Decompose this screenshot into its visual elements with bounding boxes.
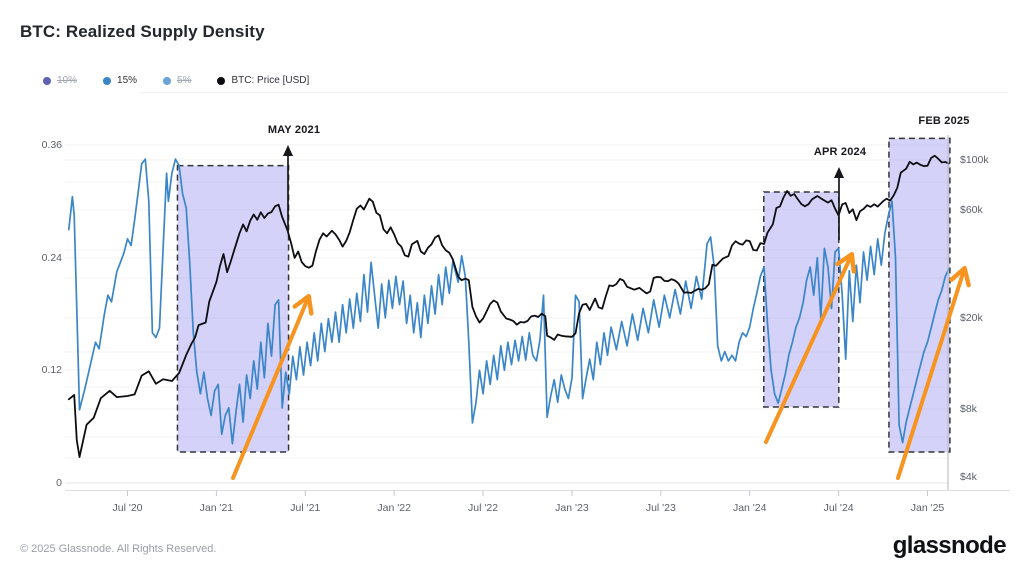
y-axis-tick-right: $8k xyxy=(960,402,977,415)
y-axis-tick-right: $100k xyxy=(960,154,989,166)
legend-item-10pct[interactable]: 10% xyxy=(43,75,77,86)
glassnode-logo: glassnode xyxy=(892,532,1007,559)
x-axis-tick: Jan '25 xyxy=(910,502,945,514)
legend-dot-10pct-icon xyxy=(43,76,51,85)
annotation-label-feb-2025: FEB 2025 xyxy=(918,115,970,127)
legend-item-15pct[interactable]: 15% xyxy=(103,75,137,86)
x-axis-tick: Jan '21 xyxy=(199,502,234,514)
legend-label-btc-price: BTC: Price [USD] xyxy=(231,75,310,86)
y-axis-tick-right: $4k xyxy=(960,470,977,483)
y-axis-tick-right: $20k xyxy=(960,312,983,325)
x-axis-tick: Jan '22 xyxy=(377,502,411,514)
y-axis-tick-left: 0 xyxy=(56,477,62,489)
trend-arrow-icon xyxy=(764,251,856,444)
series-line-15- xyxy=(67,158,950,445)
legend-item-5pct[interactable]: 5% xyxy=(163,75,191,86)
legend-item-btc-price[interactable]: BTC: Price [USD] xyxy=(217,75,309,86)
series-line-btc-price-usd- xyxy=(67,154,950,458)
legend-label-15pct: 15% xyxy=(117,75,138,86)
page-title: BTC: Realized Supply Density xyxy=(20,22,265,41)
y-axis-tick-left: 0.12 xyxy=(41,364,62,377)
x-axis-tick: Jul '22 xyxy=(468,502,499,514)
chart-legend: 10% 15% 5% BTC: Price [USD] xyxy=(43,75,309,86)
legend-separator xyxy=(140,92,1008,93)
x-axis-tick: Jan '23 xyxy=(555,502,589,514)
highlight-region-2 xyxy=(763,191,840,408)
annotation-label-may-2021: MAY 2021 xyxy=(267,124,321,136)
legend-dot-btc-price-icon xyxy=(217,76,226,85)
trend-arrow-icon xyxy=(231,293,314,480)
legend-label-5pct: 5% xyxy=(177,75,192,86)
legend-label-10pct: 10% xyxy=(57,75,78,86)
x-axis-tick: Jul '24 xyxy=(823,502,854,514)
highlight-region-1 xyxy=(176,164,290,453)
x-axis-tick: Jan '24 xyxy=(732,502,767,514)
annotation-label-apr-2024: APR 2024 xyxy=(813,146,867,158)
y-axis-tick-left: 0.24 xyxy=(41,251,62,264)
x-axis-tick: Jul '20 xyxy=(112,502,143,514)
copyright-text: © 2025 Glassnode. All Rights Reserved. xyxy=(20,543,217,555)
x-axis-tick: Jul '21 xyxy=(290,502,321,514)
legend-dot-15pct-icon xyxy=(103,76,112,85)
y-axis-tick-left: 0.36 xyxy=(41,138,62,151)
legend-dot-5pct-icon xyxy=(163,76,172,85)
x-axis-tick: Jul '23 xyxy=(645,502,676,514)
trend-arrow-icon xyxy=(896,265,971,480)
y-axis-tick-right: $60k xyxy=(960,204,983,217)
